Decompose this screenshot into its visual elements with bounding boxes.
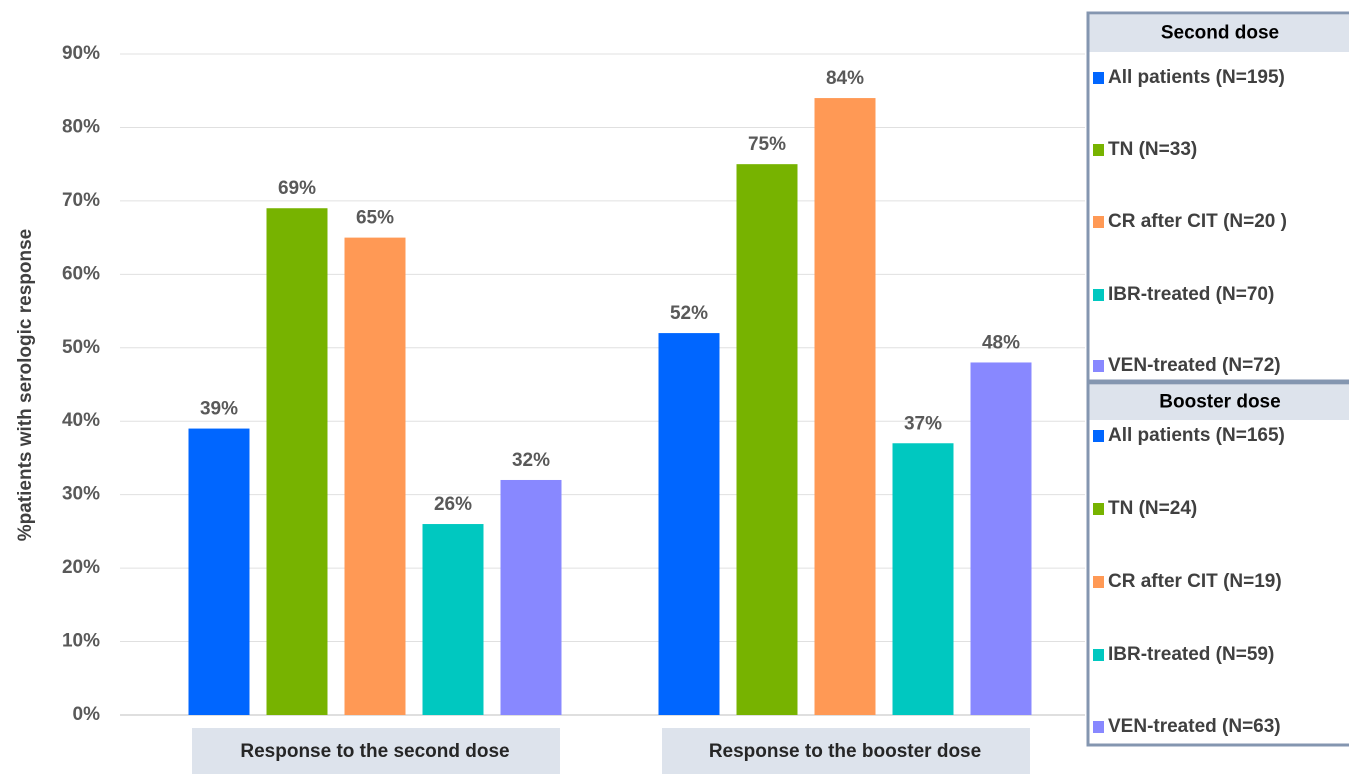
legend-title: Second dose xyxy=(1161,23,1279,44)
value-label: 69% xyxy=(278,178,316,199)
legend-label: TN (N=33) xyxy=(1108,139,1197,160)
y-tick-label: 70% xyxy=(62,190,100,211)
bar xyxy=(422,524,484,715)
legend-header-bg xyxy=(1089,15,1349,52)
y-tick-label: 20% xyxy=(62,557,100,578)
y-tick-label: 40% xyxy=(62,410,100,431)
legend-label: CR after CIT (N=20 ) xyxy=(1108,211,1287,232)
bar xyxy=(266,208,328,715)
value-label: 52% xyxy=(670,303,708,324)
bar xyxy=(892,443,954,715)
y-tick-label: 0% xyxy=(73,704,101,725)
value-label: 48% xyxy=(982,332,1020,353)
legend-label: CR after CIT (N=19) xyxy=(1108,571,1282,592)
x-tick-label: Response to the booster dose xyxy=(709,741,981,762)
legend-label: All patients (N=195) xyxy=(1108,67,1285,88)
legend-box xyxy=(1086,381,1349,747)
legend-swatch xyxy=(1093,289,1104,301)
legend-swatch xyxy=(1093,144,1104,156)
value-label: 37% xyxy=(904,413,942,434)
y-tick-label: 30% xyxy=(62,484,100,505)
legend-label: IBR-treated (N=70) xyxy=(1108,284,1274,305)
legend-label: TN (N=24) xyxy=(1108,498,1197,519)
x-tick-label: Response to the second dose xyxy=(240,741,509,762)
legend-swatch xyxy=(1093,721,1104,733)
legend-swatch xyxy=(1093,649,1104,661)
bar xyxy=(658,333,720,715)
value-label: 26% xyxy=(434,494,472,515)
legend-label: VEN-treated (N=63) xyxy=(1108,716,1281,737)
legend-header-bg xyxy=(1089,385,1349,420)
y-tick-label: 60% xyxy=(62,263,100,284)
legend-swatch xyxy=(1093,216,1104,228)
legend-box xyxy=(1086,11,1349,383)
category-box xyxy=(192,728,560,774)
value-label: 32% xyxy=(512,450,550,471)
bar xyxy=(344,237,406,715)
legend-label: All patients (N=165) xyxy=(1108,425,1285,446)
y-axis-label: %patients with serologic response xyxy=(15,229,36,542)
bar xyxy=(814,98,876,716)
legend-swatch xyxy=(1093,503,1104,515)
legend-swatch xyxy=(1093,430,1104,442)
y-tick-label: 90% xyxy=(62,43,100,64)
y-tick-label: 10% xyxy=(62,631,100,652)
legend-swatch xyxy=(1093,576,1104,588)
y-tick-label: 80% xyxy=(62,116,100,137)
bar xyxy=(500,479,562,715)
value-label: 84% xyxy=(826,68,864,89)
legend-swatch xyxy=(1093,360,1104,372)
value-label: 65% xyxy=(356,208,394,229)
legend-swatch xyxy=(1093,72,1104,84)
value-label: 39% xyxy=(200,399,238,420)
legend-label: IBR-treated (N=59) xyxy=(1108,644,1274,665)
bar xyxy=(736,164,798,715)
bar xyxy=(970,362,1032,715)
legend-title: Booster dose xyxy=(1159,392,1280,413)
value-label: 75% xyxy=(748,134,786,155)
y-tick-label: 50% xyxy=(62,337,100,358)
category-box xyxy=(662,728,1030,774)
bar xyxy=(188,428,250,715)
legend-label: VEN-treated (N=72) xyxy=(1108,355,1281,376)
